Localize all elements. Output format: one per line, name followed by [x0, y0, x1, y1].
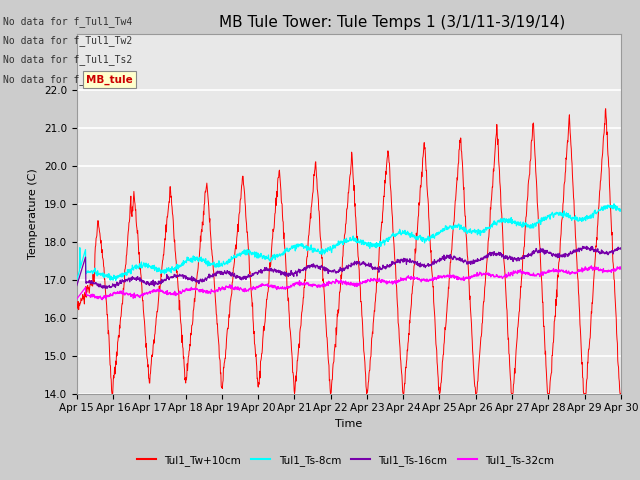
Tul1_Ts-8cm: [181, 258, 189, 264]
Tul1_Ts-16cm: [434, 258, 442, 264]
Tul1_Ts-32cm: [553, 267, 561, 273]
Tul1_Ts-16cm: [617, 245, 625, 251]
Tul1_Ts-32cm: [73, 296, 81, 302]
Line: Tul1_Tw+10cm: Tul1_Tw+10cm: [77, 109, 621, 394]
Tul1_Ts-8cm: [195, 256, 202, 262]
Tul1_Ts-16cm: [103, 286, 111, 291]
Text: No data for f_Tul1_Tw2: No data for f_Tul1_Tw2: [3, 35, 132, 46]
Legend: Tul1_Tw+10cm, Tul1_Ts-8cm, Tul1_Ts-16cm, Tul1_Ts-32cm: Tul1_Tw+10cm, Tul1_Ts-8cm, Tul1_Ts-16cm,…: [133, 451, 558, 470]
Tul1_Tw+10cm: [553, 287, 561, 293]
Tul1_Tw+10cm: [434, 363, 442, 369]
Tul1_Ts-32cm: [505, 269, 513, 275]
Tul1_Ts-16cm: [195, 277, 202, 283]
Tul1_Ts-8cm: [505, 216, 513, 222]
Line: Tul1_Ts-32cm: Tul1_Ts-32cm: [77, 266, 621, 300]
Tul1_Ts-16cm: [582, 243, 590, 249]
Tul1_Ts-32cm: [99, 297, 106, 302]
Tul1_Ts-8cm: [112, 277, 120, 283]
Y-axis label: Temperature (C): Temperature (C): [28, 168, 38, 259]
Tul1_Ts-32cm: [434, 275, 442, 280]
Tul1_Ts-8cm: [255, 253, 263, 259]
Tul1_Tw+10cm: [108, 391, 116, 396]
Tul1_Tw+10cm: [181, 377, 189, 383]
Text: MB_tule: MB_tule: [86, 74, 133, 84]
Tul1_Ts-8cm: [617, 207, 625, 213]
Tul1_Tw+10cm: [255, 382, 263, 387]
Tul1_Ts-16cm: [255, 268, 263, 274]
Title: MB Tule Tower: Tule Temps 1 (3/1/11-3/19/14): MB Tule Tower: Tule Temps 1 (3/1/11-3/19…: [219, 15, 566, 30]
Tul1_Tw+10cm: [505, 336, 513, 341]
Tul1_Ts-8cm: [553, 209, 561, 215]
Tul1_Tw+10cm: [602, 106, 609, 112]
Line: Tul1_Ts-16cm: Tul1_Ts-16cm: [77, 246, 621, 288]
Tul1_Ts-8cm: [610, 201, 618, 207]
Tul1_Ts-32cm: [195, 287, 202, 293]
Tul1_Ts-32cm: [181, 288, 189, 294]
Tul1_Ts-32cm: [588, 263, 595, 269]
Tul1_Ts-32cm: [255, 283, 263, 289]
Tul1_Ts-8cm: [434, 232, 442, 238]
Tul1_Tw+10cm: [617, 391, 625, 396]
Line: Tul1_Ts-8cm: Tul1_Ts-8cm: [77, 204, 621, 280]
Tul1_Tw+10cm: [195, 265, 202, 271]
Tul1_Ts-32cm: [617, 266, 625, 272]
Tul1_Ts-16cm: [73, 283, 81, 288]
Tul1_Tw+10cm: [73, 302, 81, 308]
Text: No data for f_Tul1_Ts2: No data for f_Tul1_Ts2: [3, 54, 132, 65]
Text: No data for f_Tul1_Ts: No data for f_Tul1_Ts: [3, 73, 127, 84]
Tul1_Ts-16cm: [553, 252, 561, 258]
Tul1_Ts-16cm: [505, 255, 513, 261]
Tul1_Ts-8cm: [73, 277, 81, 283]
Text: No data for f_Tul1_Tw4: No data for f_Tul1_Tw4: [3, 16, 132, 27]
Tul1_Ts-16cm: [181, 273, 189, 278]
X-axis label: Time: Time: [335, 419, 362, 429]
